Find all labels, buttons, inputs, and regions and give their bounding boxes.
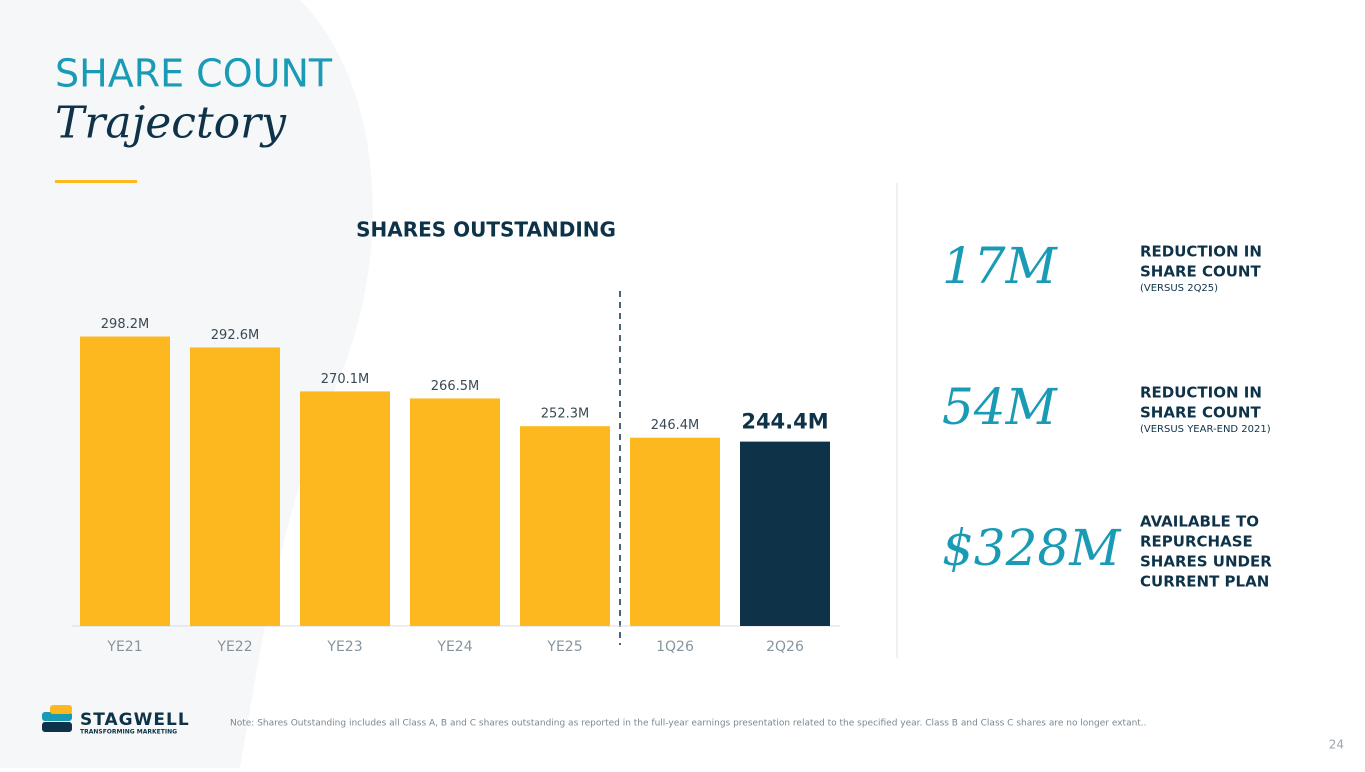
- x-tick-label: YE25: [546, 639, 582, 655]
- stat-value: 54M: [942, 378, 1059, 436]
- stat-value: $328M: [942, 519, 1122, 577]
- bar: [80, 336, 170, 626]
- logo-mark: [42, 722, 72, 732]
- x-tick-label: 1Q26: [656, 639, 694, 655]
- logo-name: STAGWELL: [80, 710, 190, 730]
- value-label: 252.3M: [541, 407, 589, 422]
- logo: STAGWELL TRANSFORMING MARKETING: [42, 705, 190, 736]
- bar: [190, 347, 280, 626]
- bar: [410, 398, 500, 626]
- slide-title: SHARE COUNT: [55, 52, 333, 96]
- value-label: 292.6M: [211, 328, 259, 343]
- accent-line: [55, 180, 137, 183]
- x-tick-label: YE24: [436, 639, 472, 655]
- x-tick-label: YE21: [106, 639, 142, 655]
- x-tick-label: YE22: [216, 639, 252, 655]
- bar: [630, 437, 720, 626]
- slide-subtitle: Trajectory: [55, 98, 287, 149]
- stat-label: REPURCHASE: [1140, 533, 1253, 551]
- bar: [300, 391, 390, 626]
- x-tick-label: 2Q26: [766, 639, 804, 655]
- value-label: 298.2M: [101, 317, 149, 332]
- bar: [740, 441, 830, 626]
- stat-note: (VERSUS YEAR-END 2021): [1140, 424, 1271, 435]
- value-label: 270.1M: [321, 372, 369, 387]
- value-label: 266.5M: [431, 379, 479, 394]
- value-label: 244.4M: [741, 410, 828, 434]
- footnote: Note: Shares Outstanding includes all Cl…: [230, 719, 1147, 729]
- stat-label: REDUCTION IN: [1140, 384, 1262, 402]
- stat-label: CURRENT PLAN: [1140, 573, 1269, 591]
- logo-mark: [42, 712, 72, 721]
- stat-label: AVAILABLE TO: [1140, 513, 1259, 531]
- value-label: 246.4M: [651, 418, 699, 433]
- stat-label: SHARE COUNT: [1140, 263, 1261, 281]
- stat-note: (VERSUS 2Q25): [1140, 283, 1218, 294]
- bar: [520, 426, 610, 626]
- chart-title: SHARES OUTSTANDING: [356, 218, 616, 242]
- stat-label: SHARES UNDER: [1140, 553, 1272, 571]
- x-tick-label: YE23: [326, 639, 362, 655]
- stat-label: REDUCTION IN: [1140, 243, 1262, 261]
- page-number: 24: [1329, 738, 1344, 752]
- logo-mark: [50, 705, 72, 714]
- stat-value: 17M: [942, 237, 1059, 295]
- stat-label: SHARE COUNT: [1140, 404, 1261, 422]
- logo-tagline: TRANSFORMING MARKETING: [80, 729, 177, 736]
